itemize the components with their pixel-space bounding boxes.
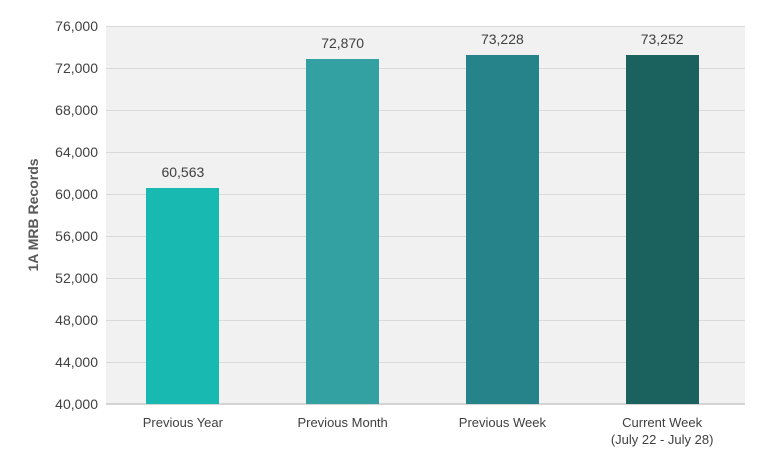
bar xyxy=(625,54,699,404)
x-tick-label: Previous Month xyxy=(297,415,388,430)
gridline xyxy=(106,26,745,27)
bar-value-label: 73,228 xyxy=(480,31,524,48)
gridline xyxy=(106,68,745,69)
bar xyxy=(306,58,380,404)
bar-value-label: 72,870 xyxy=(321,34,365,51)
gridline xyxy=(106,152,745,153)
y-axis-title: 1A MRB Records xyxy=(25,158,41,272)
gridline xyxy=(106,320,745,321)
y-tick-label: 56,000 xyxy=(55,228,98,244)
y-tick-label: 44,000 xyxy=(55,354,98,370)
y-tick-label: 52,000 xyxy=(55,270,98,286)
gridline xyxy=(106,236,745,237)
bar-value-label: 60,563 xyxy=(161,164,205,181)
y-tick-label: 60,000 xyxy=(55,186,98,202)
bar xyxy=(465,55,539,404)
y-tick-label: 40,000 xyxy=(55,396,98,412)
gridline xyxy=(106,110,745,111)
x-tick-label: Current Week (July 22 - July 28) xyxy=(610,415,714,447)
x-tick-label: Previous Week xyxy=(458,415,546,430)
gridline xyxy=(106,278,745,279)
gridline xyxy=(106,362,745,363)
gridline xyxy=(106,194,745,195)
y-tick-label: 76,000 xyxy=(55,18,98,34)
y-tick-label: 48,000 xyxy=(55,312,98,328)
x-tick-label: Previous Year xyxy=(142,415,223,430)
y-tick-label: 64,000 xyxy=(55,144,98,160)
bar xyxy=(146,188,220,404)
bar-value-label: 73,252 xyxy=(640,30,684,47)
x-axis-line xyxy=(106,403,745,405)
y-tick-label: 68,000 xyxy=(55,102,98,118)
y-tick-label: 72,000 xyxy=(55,60,98,76)
